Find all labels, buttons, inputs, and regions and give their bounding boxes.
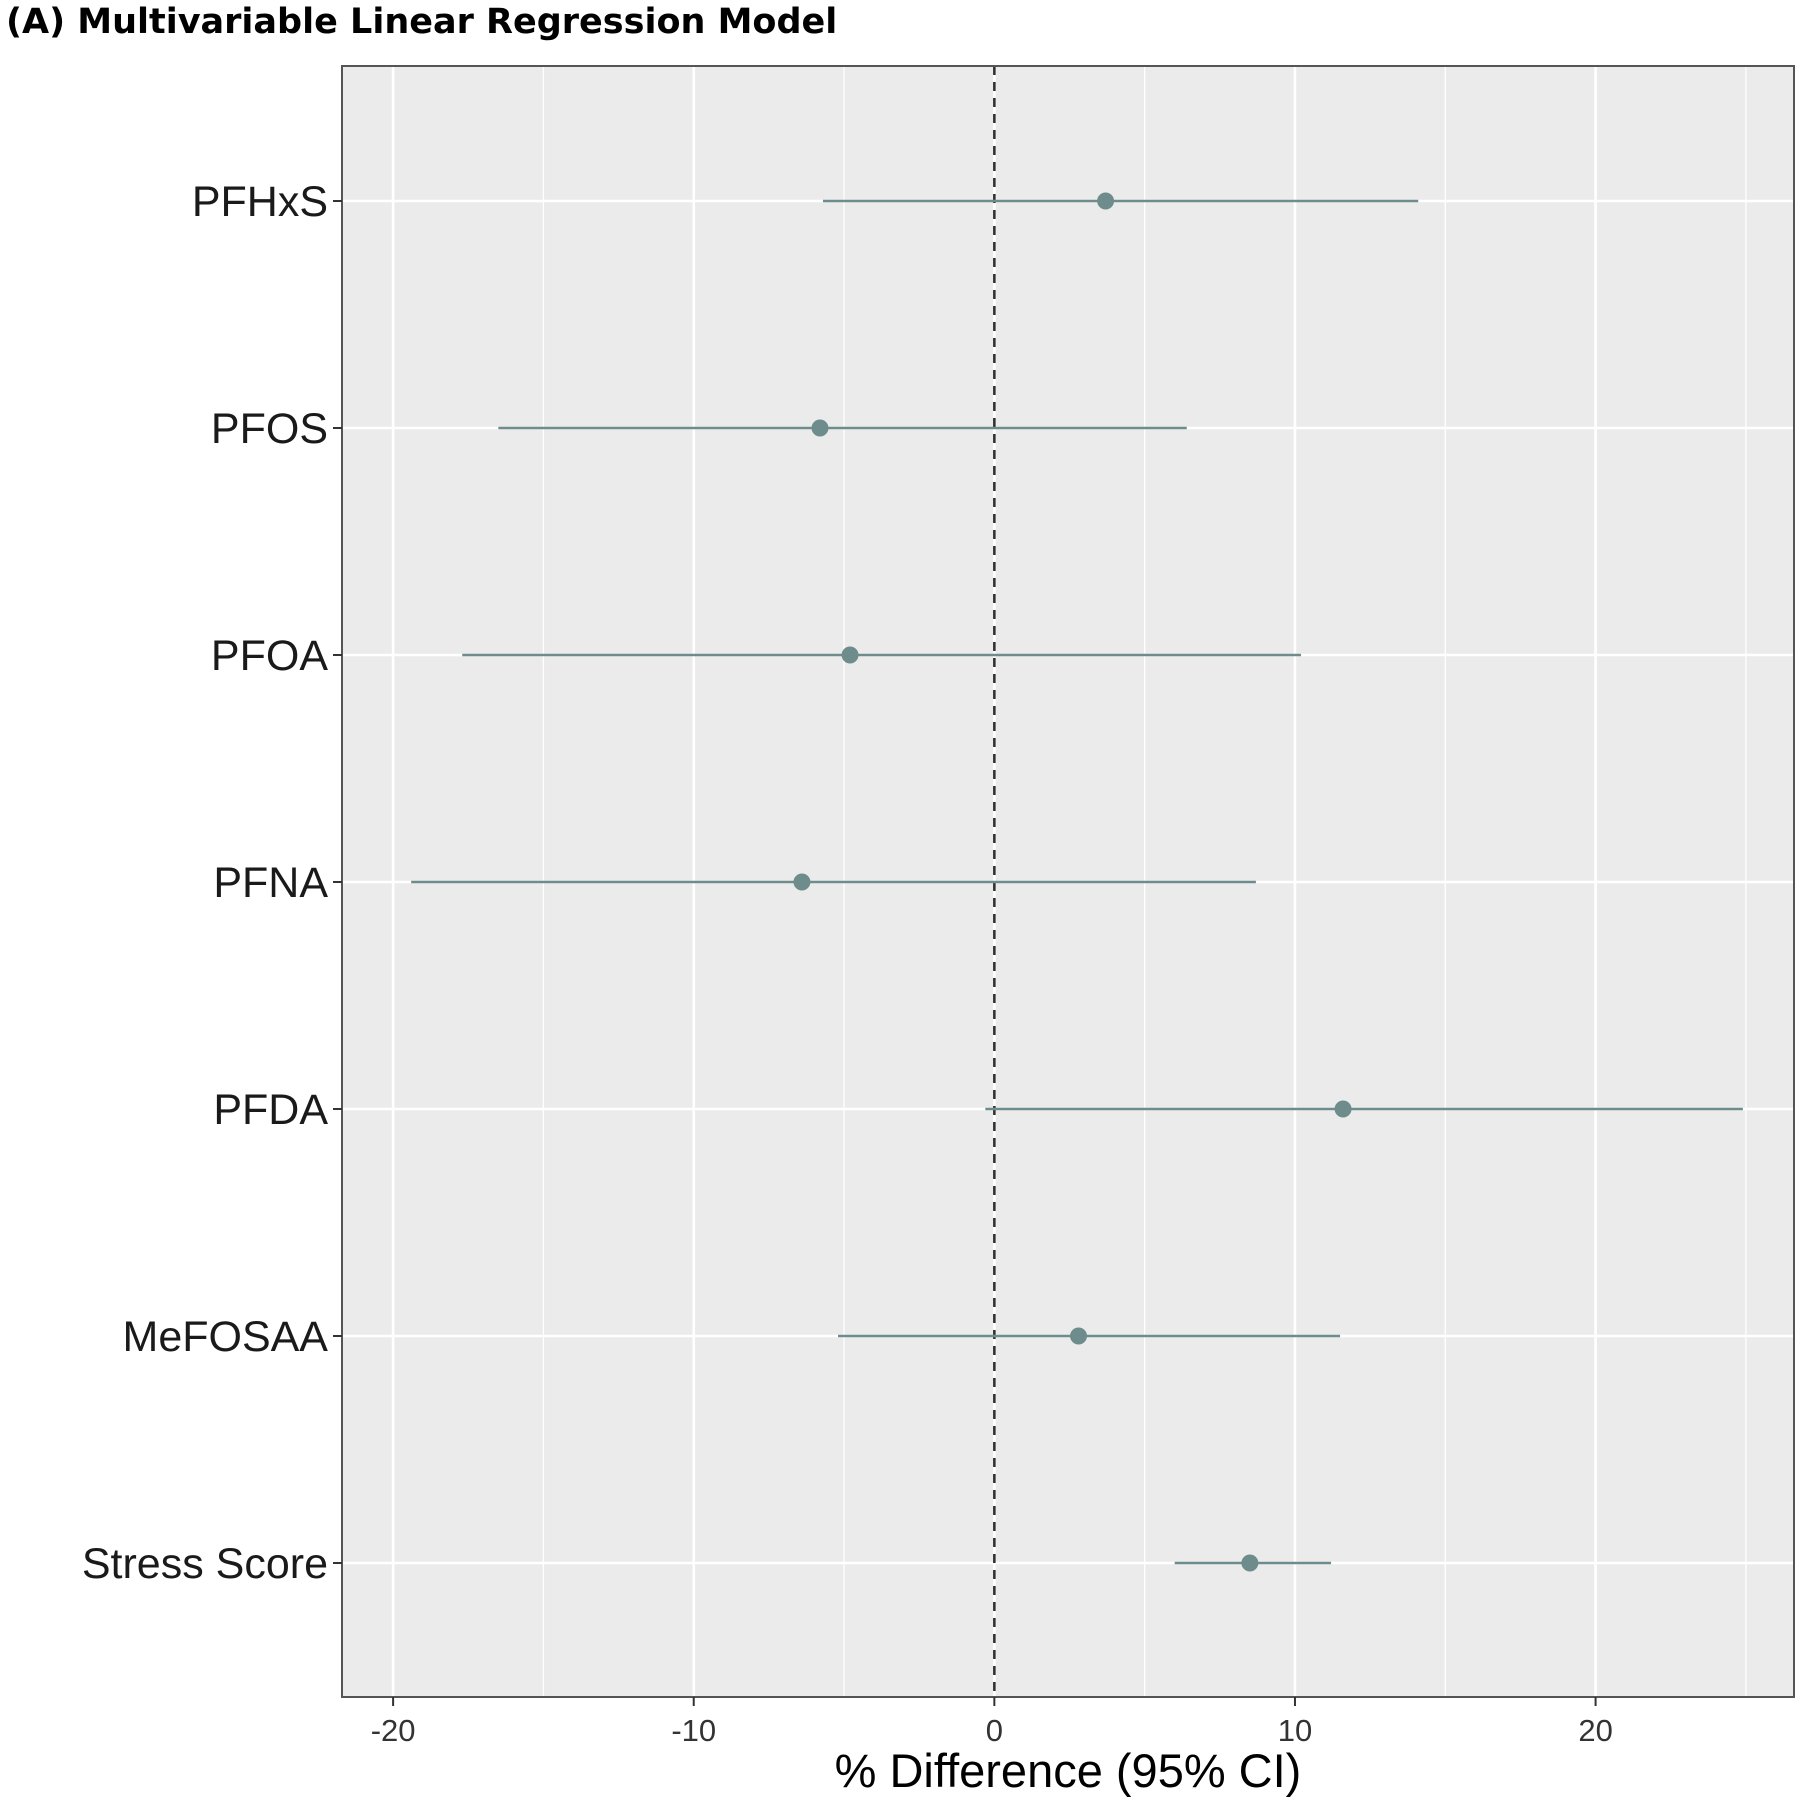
estimate-point [1241, 1554, 1259, 1572]
y-tick-label: MeFOSAA [123, 1313, 329, 1361]
estimate-point [1334, 1100, 1352, 1118]
y-tick-label: PFNA [213, 859, 328, 907]
estimate-point [793, 873, 811, 891]
x-tick-label: 10 [1278, 1713, 1312, 1748]
y-axis-ticks: PFHxS PFOS PFOA PFNA PFDA MeFOSAA Stress Score [82, 178, 342, 1588]
estimate-point [1070, 1327, 1088, 1345]
estimate-point [1097, 192, 1115, 210]
x-tick-label: -10 [671, 1713, 716, 1748]
estimate-point [811, 419, 829, 437]
y-tick-label: PFOS [211, 405, 328, 453]
estimate-point [841, 646, 859, 664]
y-tick-label: Stress Score [82, 1540, 328, 1588]
y-tick-label: PFDA [213, 1086, 328, 1134]
chart-title: (A) Multivariable Linear Regression Mode… [6, 2, 838, 42]
x-tick-label: -20 [371, 1713, 416, 1748]
x-axis-title: % Difference (95% CI) [835, 1744, 1302, 1797]
x-axis-ticks: -20 -10 0 10 20 [371, 1697, 1613, 1748]
x-tick-label: 0 [986, 1713, 1003, 1748]
y-tick-label: PFOA [211, 632, 328, 680]
estimate-marks [411, 192, 1743, 1572]
y-tick-label: PFHxS [192, 178, 328, 226]
x-tick-label: 20 [1578, 1713, 1612, 1748]
